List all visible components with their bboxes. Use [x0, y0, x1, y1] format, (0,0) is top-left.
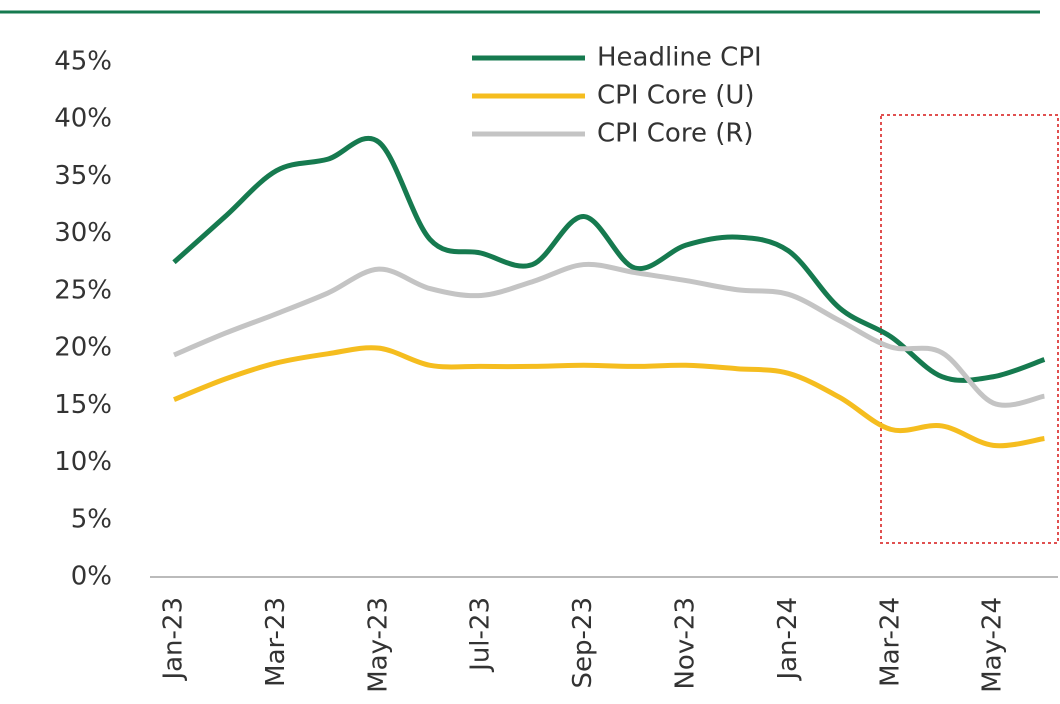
x-tick-label: Jan-24 — [773, 597, 803, 682]
y-tick-label: 30% — [54, 218, 112, 248]
x-tick-label: May-23 — [363, 597, 393, 693]
y-tick-label: 20% — [54, 333, 112, 363]
highlight-box — [880, 114, 1059, 544]
series-line — [173, 345, 1045, 449]
legend-label: Headline CPI — [597, 43, 762, 73]
x-tick-label: Nov-23 — [671, 597, 701, 690]
x-tick-label: Sep-23 — [568, 597, 598, 688]
y-tick-label: 0% — [71, 562, 112, 592]
x-tick-label: Jul-23 — [466, 597, 496, 673]
y-tick-label: 15% — [54, 390, 112, 420]
y-tick-label: 25% — [54, 275, 112, 305]
x-tick-label: May-24 — [978, 597, 1008, 693]
legend-label: CPI Core (R) — [597, 119, 754, 149]
series-line — [173, 261, 1045, 408]
series-line — [172, 135, 1046, 383]
legend-label: CPI Core (U) — [597, 81, 755, 111]
y-tick-label: 40% — [54, 104, 112, 134]
x-tick-label: Jan-23 — [159, 597, 189, 682]
y-tick-label: 35% — [54, 161, 112, 191]
x-tick-label: Mar-24 — [875, 597, 905, 687]
y-tick-label: 10% — [54, 447, 112, 477]
y-tick-label: 5% — [71, 504, 112, 534]
x-tick-label: Mar-23 — [261, 597, 291, 687]
y-tick-label: 45% — [54, 47, 112, 77]
